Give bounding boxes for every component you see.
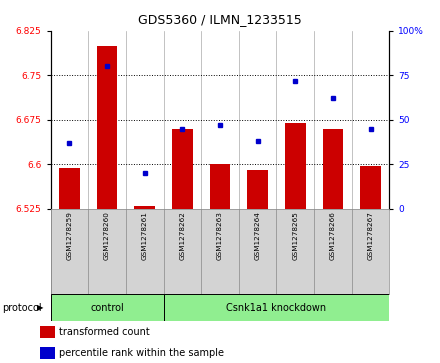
Bar bbox=[285, 123, 306, 209]
Bar bbox=[40, 326, 55, 338]
Text: GSM1278260: GSM1278260 bbox=[104, 211, 110, 260]
Bar bbox=[40, 347, 55, 359]
Bar bbox=[59, 168, 80, 209]
Bar bbox=[51, 294, 164, 321]
Bar bbox=[360, 166, 381, 209]
Text: GSM1278265: GSM1278265 bbox=[292, 211, 298, 260]
Bar bbox=[164, 294, 389, 321]
Bar bbox=[172, 129, 193, 209]
Text: GDS5360 / ILMN_1233515: GDS5360 / ILMN_1233515 bbox=[138, 13, 302, 26]
Text: GSM1278264: GSM1278264 bbox=[255, 211, 260, 260]
Text: GSM1278262: GSM1278262 bbox=[180, 211, 185, 260]
Text: control: control bbox=[90, 303, 124, 313]
Bar bbox=[97, 46, 117, 209]
Text: GSM1278263: GSM1278263 bbox=[217, 211, 223, 260]
Text: transformed count: transformed count bbox=[59, 327, 150, 337]
Text: ▶: ▶ bbox=[37, 303, 44, 312]
Text: GSM1278261: GSM1278261 bbox=[142, 211, 148, 260]
Bar bbox=[209, 164, 231, 209]
Bar bbox=[323, 129, 343, 209]
Text: protocol: protocol bbox=[2, 303, 42, 313]
Text: Csnk1a1 knockdown: Csnk1a1 knockdown bbox=[227, 303, 326, 313]
Text: GSM1278267: GSM1278267 bbox=[367, 211, 374, 260]
Text: GSM1278259: GSM1278259 bbox=[66, 211, 73, 260]
Bar bbox=[247, 170, 268, 209]
Text: GSM1278266: GSM1278266 bbox=[330, 211, 336, 260]
Bar bbox=[134, 206, 155, 209]
Text: percentile rank within the sample: percentile rank within the sample bbox=[59, 348, 224, 358]
